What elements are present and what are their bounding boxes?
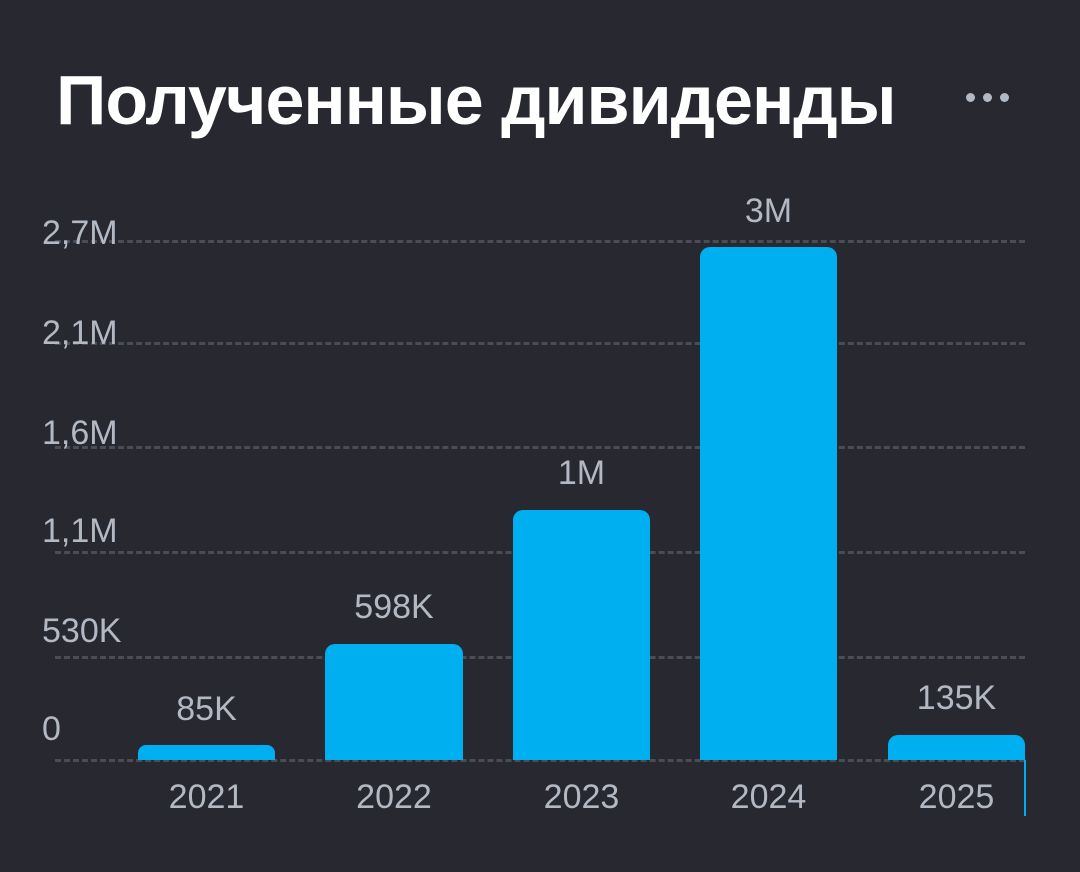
x-tick-label: 2023 <box>543 778 620 816</box>
x-tick-label: 2022 <box>356 778 432 816</box>
data-label: 1M <box>557 454 606 492</box>
y-tick-label: 0 <box>42 710 61 748</box>
x-tick-label: 2025 <box>918 778 995 816</box>
more-options-button[interactable] <box>966 86 1020 108</box>
bar-2021[interactable] <box>138 745 275 760</box>
gridline <box>55 240 1025 243</box>
bar-2022[interactable] <box>325 644 463 760</box>
data-label: 598K <box>354 588 434 626</box>
y-tick-label: 530K <box>42 612 122 650</box>
y-tick-label: 2,7M <box>42 214 118 252</box>
selection-indicator <box>1024 760 1026 816</box>
bar-2024[interactable] <box>700 247 837 760</box>
bar-2023[interactable] <box>513 510 650 760</box>
gridline <box>55 446 1025 449</box>
data-label: 135K <box>916 679 997 717</box>
gridline <box>55 342 1025 345</box>
y-tick-label: 1,1M <box>42 512 118 550</box>
x-tick-label: 2021 <box>168 778 245 816</box>
bar-2025[interactable] <box>888 735 1025 760</box>
more-horizontal-icon-dot <box>966 92 975 102</box>
baseline-gridline <box>55 759 1025 762</box>
data-label: 3M <box>744 192 793 230</box>
data-label: 85K <box>176 690 237 728</box>
y-tick-label: 2,1M <box>42 314 118 352</box>
y-tick-label: 1,6M <box>42 414 118 452</box>
more-horizontal-icon-dot <box>983 92 992 102</box>
x-tick-label: 2024 <box>730 778 807 816</box>
more-horizontal-icon-dot <box>1000 92 1009 102</box>
chart-title: Полученные дивиденды <box>56 61 896 139</box>
